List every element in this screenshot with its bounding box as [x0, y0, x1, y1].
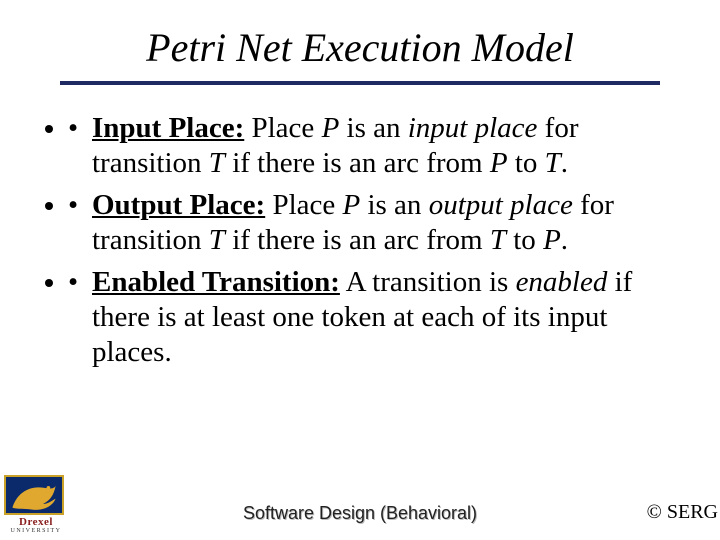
bullet-text: . [561, 147, 568, 179]
copyright-text: © SERG [647, 501, 718, 524]
logo-subtitle: UNIVERSITY [4, 528, 68, 534]
bullet-text: output place [429, 189, 573, 221]
bullet-term: Input Place: [92, 112, 244, 144]
bullet-text: T [545, 147, 561, 179]
bullet-text: is an [360, 189, 428, 221]
bullet-text: T [209, 224, 225, 256]
bullet-item: Input Place: Place P is an input place f… [68, 111, 680, 182]
bullet-text: P [343, 189, 361, 221]
slide-title: Petri Net Execution Model [40, 24, 680, 77]
bullet-term: Enabled Transition: [92, 266, 340, 298]
bullet-text: Place [265, 189, 342, 221]
bullet-term: Output Place: [92, 189, 265, 221]
bullet-text: if there is an arc from [225, 147, 490, 179]
bullet-item: Output Place: Place P is an output place… [68, 188, 680, 259]
footer: Drexel UNIVERSITY Software Design (Behav… [0, 478, 720, 534]
bullet-text: enabled [516, 266, 608, 298]
bullet-text: P [490, 147, 508, 179]
bullet-text: T [490, 224, 506, 256]
bullet-text: to [506, 224, 543, 256]
bullet-text: Place [244, 112, 321, 144]
bullet-text: if there is an arc from [225, 224, 490, 256]
bullet-text: P [322, 112, 340, 144]
bullet-text: T [209, 147, 225, 179]
bullet-text: to [508, 147, 545, 179]
bullet-list: Input Place: Place P is an input place f… [40, 111, 680, 371]
footer-center-text: Software Design (Behavioral) [0, 503, 720, 524]
bullet-text: . [561, 224, 568, 256]
bullet-text: P [543, 224, 561, 256]
bullet-text: input place [408, 112, 538, 144]
bullet-item: Enabled Transition: A transition is enab… [68, 265, 680, 371]
bullet-text: is an [339, 112, 407, 144]
title-rule [60, 81, 660, 85]
bullet-text: A transition is [340, 266, 516, 298]
slide: Petri Net Execution Model Input Place: P… [0, 0, 720, 540]
